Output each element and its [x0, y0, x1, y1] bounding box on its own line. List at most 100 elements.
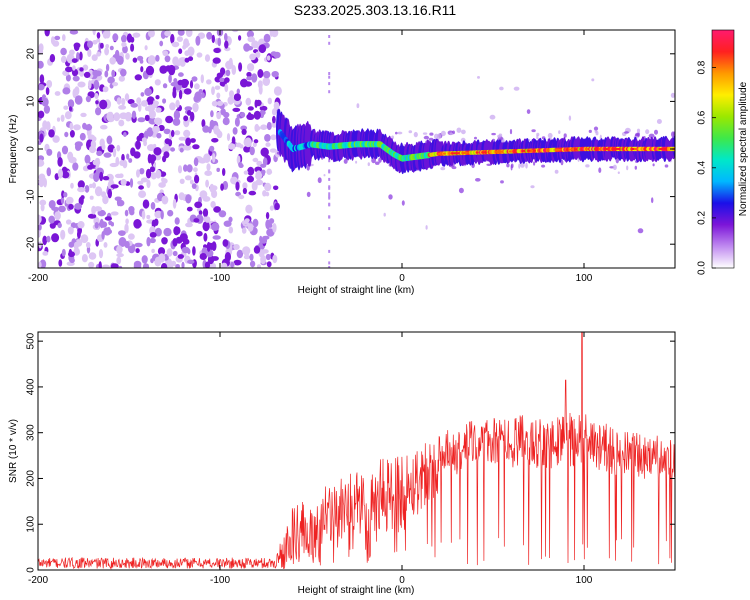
spectrogram-noise-blob — [139, 168, 145, 175]
spectrogram-noise-blob — [136, 169, 140, 178]
spectrogram-noise-blob — [228, 143, 236, 150]
spectrogram-speckle — [428, 137, 434, 141]
spectrogram-peak — [574, 148, 577, 151]
spectrogram-noise-blob — [165, 115, 174, 124]
spectrogram-noise-blob — [206, 163, 211, 171]
spectrogram-noise-blob — [183, 129, 191, 138]
spectrogram-noise-blob — [227, 96, 234, 105]
spectrogram-speckle — [526, 109, 531, 114]
spectrogram-noise-blob — [255, 99, 262, 107]
spectrogram-noise-blob — [93, 172, 100, 183]
spectrogram-noise-blob — [247, 36, 255, 43]
spectrogram-artifact — [328, 192, 331, 196]
spectrogram-noise-blob — [159, 40, 164, 47]
spectrogram-noise-blob — [151, 248, 155, 254]
spectrogram-noise-blob — [260, 237, 268, 244]
spectrogram-noise-blob — [87, 164, 94, 170]
spectrogram-noise-blob — [221, 262, 228, 268]
spectrogram-noise-blob — [118, 265, 123, 268]
spectrogram-noise-blob — [255, 126, 261, 131]
spectrogram-marks — [38, 30, 675, 268]
spectrogram-noise-blob — [183, 115, 189, 122]
spectrogram-noise-blob — [169, 102, 176, 111]
spectrogram-speckle — [449, 132, 454, 136]
spectrogram-noise-blob — [236, 88, 240, 95]
spectrogram-noise-blob — [119, 160, 126, 166]
spectrogram-peak — [456, 152, 460, 155]
spectrogram-noise-blob — [176, 36, 183, 42]
spectrogram-noise-blob — [178, 136, 186, 141]
spectrogram-noise-blob — [68, 106, 73, 112]
spectrogram-noise-blob — [183, 164, 188, 172]
spectrogram-noise-blob — [172, 86, 177, 94]
spectrogram-noise-blob — [243, 145, 251, 153]
spectrogram-peak — [571, 148, 575, 151]
spectrogram-noise-blob — [80, 234, 89, 244]
spectrogram-noise-blob — [38, 228, 41, 238]
spectrogram-speckle — [533, 161, 536, 166]
spectrogram-peak — [595, 148, 599, 150]
spectrogram-noise-blob — [145, 65, 155, 76]
spectrogram-noise-blob — [238, 161, 243, 168]
spectrogram-speckle — [500, 180, 504, 184]
spectrogram-noise-blob — [216, 111, 222, 120]
spectrogram-speckle — [425, 225, 428, 230]
spectrogram-noise-blob — [257, 264, 261, 268]
spectrogram-noise-blob — [38, 224, 42, 231]
spectrogram-speckle — [429, 132, 434, 136]
colorbar-gradient — [712, 30, 734, 268]
colorbar-tick-label: 0.8 — [697, 60, 708, 74]
spectrogram-noise-blob — [206, 31, 213, 40]
spectrogram-noise-blob — [260, 124, 268, 130]
spectrogram-speckle — [645, 129, 650, 135]
spectrogram-noise-blob — [64, 111, 72, 120]
spectrogram-speckle — [413, 131, 418, 138]
spectrogram-speckle — [401, 200, 405, 206]
spectrogram-noise-blob — [48, 200, 56, 209]
spectrogram-noise-blob — [244, 248, 250, 258]
spectrogram-noise-blob — [244, 218, 250, 223]
spectrogram-noise-blob — [160, 263, 168, 268]
spectrogram-noise-blob — [109, 45, 114, 51]
spectrogram-artifact — [328, 227, 331, 231]
spectrogram-peak — [481, 151, 485, 154]
spectrogram-noise-blob — [124, 223, 129, 234]
spectrogram-artifact — [328, 90, 331, 94]
spectrogram-noise-blob — [236, 249, 244, 259]
spectrogram-speckle — [497, 134, 502, 138]
spectrogram-noise-blob — [241, 128, 247, 135]
spectrogram-noise-blob — [249, 260, 256, 268]
colorbar-label: Normalized spectral amplitude — [738, 81, 749, 216]
spectrogram-noise-blob — [158, 182, 166, 188]
spectrogram-noise-blob — [252, 218, 259, 228]
spectrogram-noise-blob — [69, 130, 75, 138]
spectrogram-noise-blob — [175, 264, 180, 268]
spectrogram-noise-blob — [147, 55, 156, 66]
spectrogram-noise-blob — [144, 114, 150, 122]
x-tick-label: 100 — [576, 273, 593, 284]
spectrogram-noise-blob — [152, 143, 157, 148]
spectrogram-noise-blob — [133, 260, 142, 268]
spectrogram-noise-blob — [92, 40, 98, 45]
spectrogram-noise-blob — [153, 147, 162, 156]
spectrogram-noise-blob — [273, 185, 279, 191]
spectrogram-noise-blob — [193, 218, 200, 223]
spectrogram-noise-blob — [96, 51, 101, 57]
spectrogram-noise-blob — [172, 117, 181, 126]
spectrogram-noise-blob — [69, 30, 79, 35]
spectrogram-noise-blob — [201, 92, 205, 99]
spectrogram-noise-blob — [269, 148, 277, 153]
spectrogram-noise-blob — [150, 202, 156, 210]
spectrogram-noise-blob — [62, 34, 66, 42]
spectrogram-noise-blob — [217, 37, 222, 47]
spectrogram-noise-blob — [213, 206, 222, 213]
spectrogram-noise-blob — [92, 30, 96, 36]
spectrogram-noise-blob — [74, 86, 80, 96]
spectrogram-noise-blob — [137, 102, 142, 112]
spectrogram-noise-blob — [193, 157, 199, 167]
spectrogram-noise-blob — [116, 245, 123, 254]
spectrogram-noise-blob — [257, 69, 264, 78]
spectrogram-noise-blob — [79, 67, 84, 72]
spectrogram-peak — [448, 152, 452, 155]
